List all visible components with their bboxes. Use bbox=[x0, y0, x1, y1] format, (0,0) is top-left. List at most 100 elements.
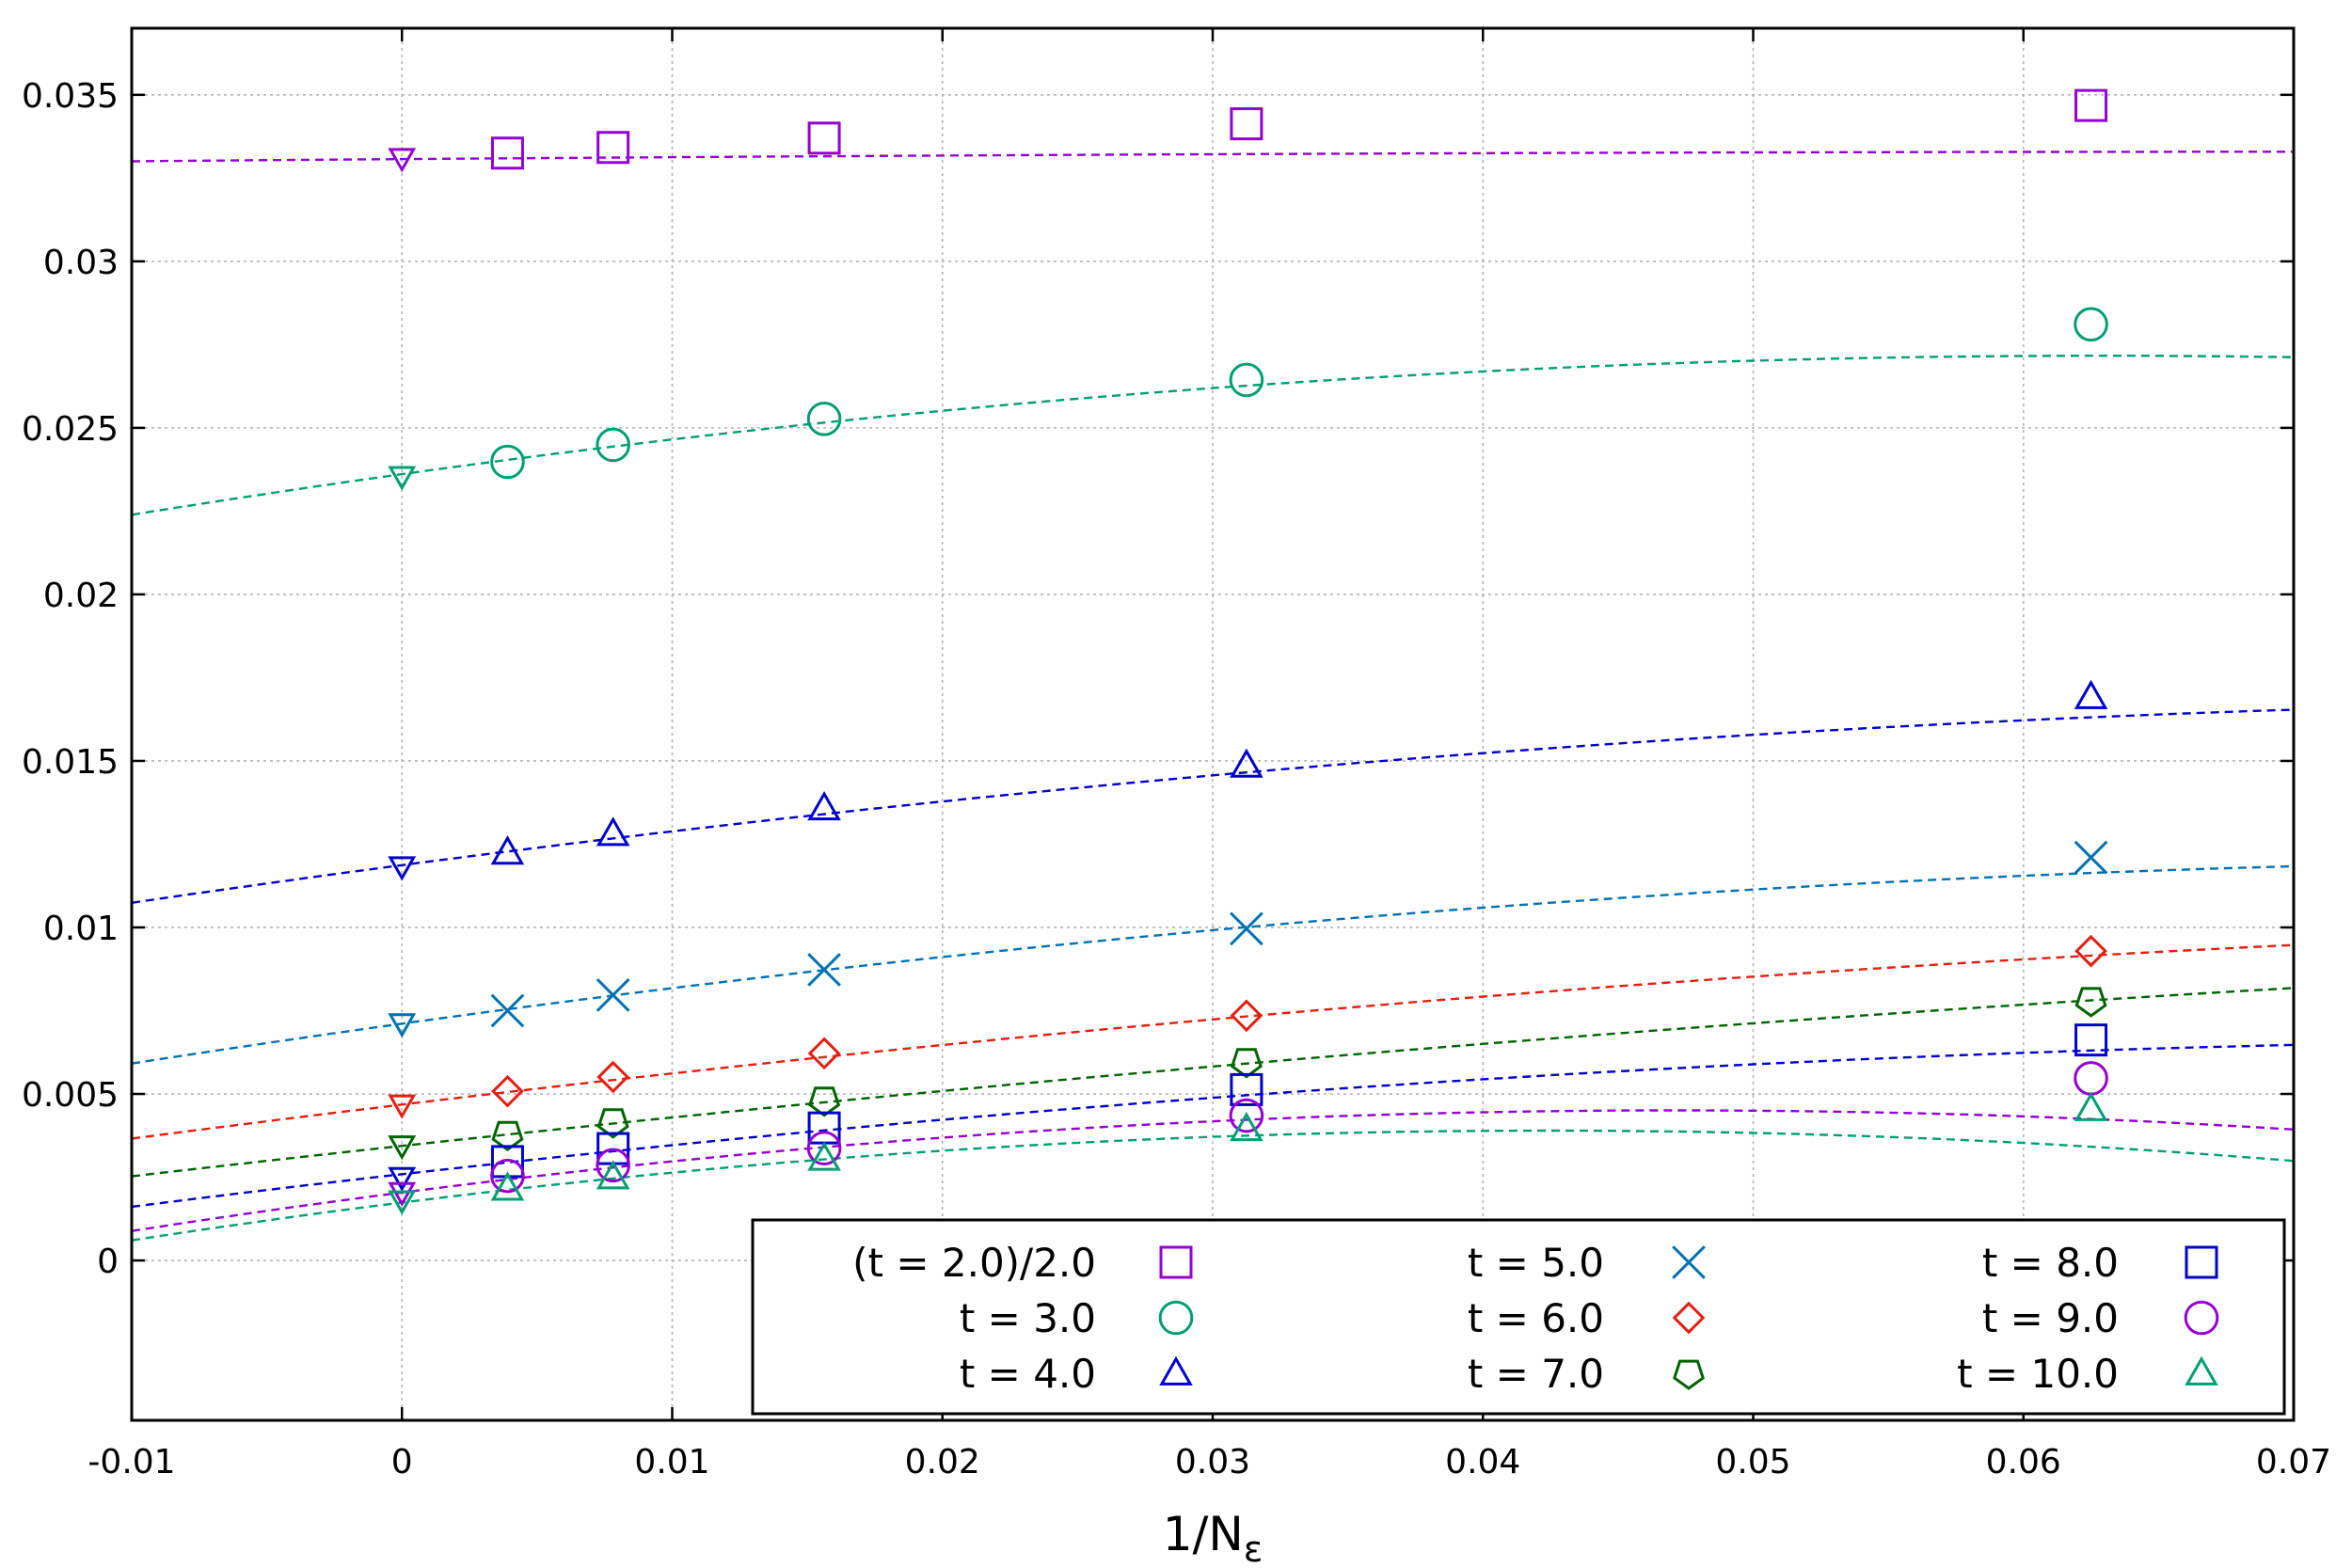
fit-line bbox=[131, 1109, 2295, 1232]
legend-marker bbox=[2184, 1300, 2219, 1336]
x-tick-label: 0 bbox=[391, 1443, 413, 1481]
data-points bbox=[388, 88, 2108, 1215]
data-point bbox=[596, 1160, 630, 1190]
legend-marker bbox=[2185, 1355, 2218, 1386]
extrapolated-point bbox=[388, 1135, 417, 1161]
x-tick-label: 0.06 bbox=[1986, 1443, 2061, 1481]
extrapolated-point bbox=[388, 1190, 417, 1215]
x-tick-label: -0.01 bbox=[87, 1443, 175, 1481]
data-point bbox=[807, 953, 841, 987]
legend-marker bbox=[1672, 1301, 1706, 1335]
legend-marker bbox=[1159, 1355, 1193, 1386]
data-point bbox=[1230, 1111, 1263, 1142]
data-point bbox=[1230, 107, 1263, 141]
data-point bbox=[1229, 362, 1264, 398]
fit-line bbox=[131, 987, 2295, 1178]
data-point bbox=[490, 1158, 525, 1194]
extrapolated-point bbox=[388, 1013, 417, 1038]
data-point bbox=[596, 1108, 629, 1139]
legend-marker bbox=[1673, 1359, 1705, 1390]
fit-line bbox=[131, 708, 2295, 904]
extrapolated-point bbox=[388, 1181, 417, 1207]
data-point bbox=[596, 1148, 630, 1183]
data-point bbox=[490, 136, 524, 170]
legend-label: t = 10.0 bbox=[1957, 1351, 2119, 1397]
plot-frame bbox=[130, 26, 2296, 1422]
y-tick-label: 0 bbox=[97, 1243, 119, 1281]
fit-lines bbox=[131, 150, 2295, 1242]
data-point bbox=[596, 1060, 629, 1094]
extrapolated-point bbox=[388, 148, 417, 173]
x-axis-title: 1/Nε bbox=[1163, 1507, 1263, 1568]
data-point bbox=[490, 444, 525, 480]
data-point bbox=[2074, 307, 2108, 342]
legend-label: t = 6.0 bbox=[1468, 1295, 1604, 1341]
data-point bbox=[491, 1074, 524, 1108]
extrapolated-point bbox=[388, 856, 417, 881]
data-point bbox=[596, 131, 630, 165]
data-point bbox=[807, 121, 841, 155]
data-point bbox=[490, 993, 525, 1028]
data-point bbox=[2074, 88, 2108, 122]
y-tick-label: 0.02 bbox=[43, 577, 119, 615]
extrapolated-point bbox=[388, 1094, 417, 1119]
legend-marker bbox=[1158, 1300, 1194, 1336]
data-point bbox=[2074, 840, 2108, 875]
data-point bbox=[807, 1037, 841, 1070]
extrapolated-point bbox=[388, 1166, 417, 1192]
x-tick-label: 0.05 bbox=[1715, 1443, 1790, 1481]
data-point bbox=[2074, 1091, 2108, 1121]
x-tick-label: 0.01 bbox=[634, 1443, 709, 1481]
fit-line bbox=[131, 1129, 2295, 1242]
axis-ticks: -0.01 0 0.01 0.02 0.03 0.04 0.05 0.06 0.07 0 0.005… bbox=[22, 28, 2331, 1481]
legend-label: t = 9.0 bbox=[1982, 1295, 2119, 1341]
fit-line bbox=[131, 355, 2295, 516]
data-point bbox=[1230, 748, 1263, 778]
data-point bbox=[490, 1171, 525, 1201]
x-tick-label: 0.02 bbox=[905, 1443, 980, 1481]
legend-label: t = 3.0 bbox=[960, 1295, 1096, 1341]
legend-label: t = 4.0 bbox=[960, 1351, 1096, 1397]
data-point bbox=[808, 1086, 841, 1117]
data-point bbox=[1230, 911, 1263, 946]
data-point bbox=[596, 977, 630, 1012]
x-tick-label: 0.04 bbox=[1445, 1443, 1520, 1481]
legend-label: t = 7.0 bbox=[1468, 1351, 1604, 1397]
fit-line bbox=[131, 150, 2294, 163]
data-point bbox=[807, 1141, 841, 1171]
data-point bbox=[490, 835, 525, 865]
fit-line bbox=[131, 864, 2295, 1065]
data-point bbox=[806, 402, 842, 436]
data-point bbox=[2074, 1061, 2108, 1096]
y-tick-label: 0.005 bbox=[22, 1076, 119, 1115]
data-point bbox=[1230, 1048, 1263, 1079]
x-axis-title-subscript: ε bbox=[1244, 1528, 1263, 1568]
fit-line bbox=[131, 943, 2295, 1140]
data-point bbox=[807, 1111, 841, 1145]
legend-label: t = 8.0 bbox=[1982, 1240, 2119, 1286]
data-point bbox=[491, 1120, 524, 1152]
y-tick-label: 0.035 bbox=[22, 77, 119, 116]
data-point bbox=[2074, 934, 2107, 968]
legend-marker bbox=[2185, 1245, 2218, 1279]
x-tick-label: 0.07 bbox=[2256, 1443, 2331, 1481]
legend-label: (t = 2.0)/2.0 bbox=[852, 1240, 1096, 1286]
data-point bbox=[806, 1131, 842, 1166]
y-tick-label: 0.03 bbox=[43, 244, 119, 282]
data-point bbox=[2074, 679, 2108, 709]
y-tick-label: 0.015 bbox=[22, 743, 119, 782]
grid bbox=[132, 28, 2294, 1420]
data-point bbox=[2074, 987, 2107, 1018]
x-axis-title-main: 1/N bbox=[1163, 1507, 1244, 1561]
x-tick-label: 0.03 bbox=[1175, 1443, 1250, 1481]
data-point bbox=[596, 816, 630, 847]
legend-box bbox=[751, 1218, 2286, 1416]
data-point bbox=[596, 427, 630, 463]
legend-marker bbox=[1672, 1245, 1706, 1279]
data-point bbox=[1229, 1098, 1264, 1133]
fit-line bbox=[131, 1043, 2295, 1209]
data-point bbox=[1230, 999, 1263, 1033]
y-tick-label: 0.01 bbox=[43, 910, 119, 948]
data-point bbox=[1230, 1072, 1263, 1106]
